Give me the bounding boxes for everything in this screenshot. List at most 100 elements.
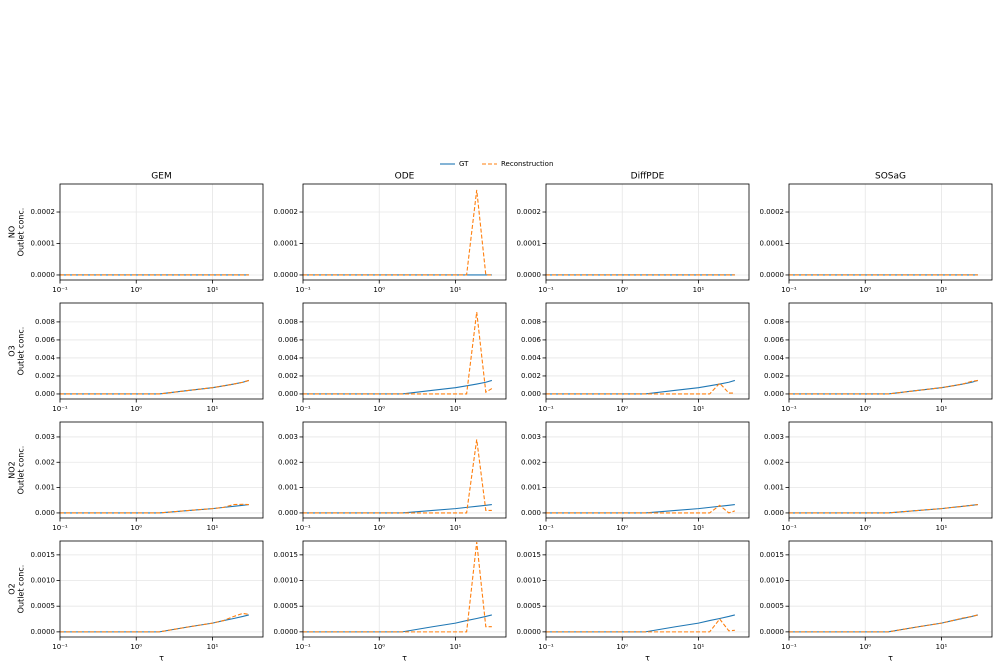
y-tick-label: 0.004 <box>278 354 299 362</box>
series-line <box>789 504 978 514</box>
x-tick-label: 10⁻¹ <box>538 286 554 294</box>
y-tick-label: 0.0005 <box>760 602 785 610</box>
x-tick-label: 10¹ <box>936 286 948 294</box>
x-tick-label: 10¹ <box>693 286 705 294</box>
y-tick-label: 0.006 <box>35 336 56 344</box>
y-tick-label: 0.002 <box>521 458 541 466</box>
subplot-title: SOSaG <box>875 172 906 182</box>
y-axis-label: O2 <box>8 583 17 594</box>
y-tick-label: 0.002 <box>35 458 55 466</box>
y-axis-label: Outlet conc. <box>17 446 26 495</box>
subplot-title: GEM <box>151 172 171 182</box>
y-axis-label: NO <box>8 226 17 238</box>
x-tick-label: 10¹ <box>693 524 705 532</box>
plot-frame <box>788 302 993 400</box>
x-tick-label: 10⁻¹ <box>295 643 311 651</box>
y-tick-label: 0.002 <box>35 372 55 380</box>
y-tick-label: 0.0015 <box>760 551 785 559</box>
x-tick-label: 10⁰ <box>859 405 871 413</box>
x-tick-label: 10¹ <box>693 405 705 413</box>
plot-frame <box>302 540 507 638</box>
series-line <box>546 504 735 514</box>
x-tick-label: 10⁻¹ <box>52 524 68 532</box>
y-tick-label: 0.003 <box>35 433 55 441</box>
plot-frame <box>788 421 993 519</box>
y-tick-label: 0.001 <box>764 484 784 492</box>
y-tick-label: 0.008 <box>278 318 298 326</box>
y-tick-label: 0.0002 <box>31 208 56 216</box>
y-axis-label: O3 <box>8 345 17 356</box>
series-line <box>546 614 735 633</box>
x-tick-label: 10⁰ <box>859 286 871 294</box>
y-tick-label: 0.003 <box>521 433 541 441</box>
x-tick-label: 10⁻¹ <box>781 524 797 532</box>
series-line <box>303 379 493 395</box>
series-line <box>60 614 249 633</box>
x-tick-label: 10⁰ <box>616 643 628 651</box>
y-tick-label: 0.000 <box>35 509 55 517</box>
y-tick-label: 0.0000 <box>760 628 785 636</box>
x-tick-label: 10¹ <box>936 405 948 413</box>
x-tick-label: 10¹ <box>936 524 948 532</box>
y-tick-label: 0.0015 <box>517 551 542 559</box>
plot-frame <box>59 540 264 638</box>
x-tick-label: 10⁰ <box>373 286 385 294</box>
y-tick-label: 0.004 <box>35 354 56 362</box>
series-line <box>60 612 249 633</box>
series-line <box>789 379 978 395</box>
y-tick-label: 0.003 <box>764 433 784 441</box>
series-line <box>60 503 249 514</box>
y-tick-label: 0.0000 <box>760 271 785 279</box>
y-tick-label: 0.006 <box>764 336 785 344</box>
x-tick-label: 10⁻¹ <box>781 643 797 651</box>
y-tick-label: 0.000 <box>35 390 55 398</box>
x-tick-label: 10⁰ <box>130 405 142 413</box>
series-line <box>546 379 736 395</box>
y-tick-label: 0.0000 <box>517 628 542 636</box>
y-tick-label: 0.008 <box>521 318 541 326</box>
x-tick-label: 10⁰ <box>373 524 385 532</box>
y-tick-label: 0.0010 <box>31 577 56 585</box>
plot-frame <box>302 421 507 519</box>
series-line <box>60 379 250 395</box>
x-tick-label: 10¹ <box>450 286 462 294</box>
y-tick-label: 0.0001 <box>517 239 542 247</box>
x-tick-label: 10⁻¹ <box>781 286 797 294</box>
y-tick-label: 0.001 <box>521 484 541 492</box>
x-tick-label: 10⁻¹ <box>538 524 554 532</box>
x-tick-label: 10¹ <box>207 643 219 651</box>
x-tick-label: 10⁰ <box>130 286 142 294</box>
x-tick-label: 10⁰ <box>616 405 628 413</box>
y-tick-label: 0.000 <box>521 509 541 517</box>
series-line <box>789 614 978 633</box>
y-tick-label: 0.001 <box>278 484 298 492</box>
y-tick-label: 0.0010 <box>274 577 299 585</box>
plot-frame <box>302 183 507 281</box>
y-tick-label: 0.0015 <box>31 551 56 559</box>
y-tick-label: 0.000 <box>278 390 298 398</box>
x-tick-label: 10¹ <box>936 643 948 651</box>
y-tick-label: 0.002 <box>278 372 298 380</box>
x-tick-label: 10⁻¹ <box>781 405 797 413</box>
series-line <box>303 504 492 514</box>
x-tick-label: 10¹ <box>207 286 219 294</box>
y-tick-label: 0.004 <box>764 354 785 362</box>
plot-frame <box>545 540 750 638</box>
y-tick-label: 0.006 <box>521 336 542 344</box>
x-tick-label: 10⁻¹ <box>538 405 554 413</box>
y-tick-label: 0.008 <box>764 318 784 326</box>
x-tick-label: 10⁻¹ <box>52 286 68 294</box>
series-line <box>789 504 978 514</box>
y-tick-label: 0.0000 <box>31 628 56 636</box>
series-line <box>303 614 492 633</box>
series-line <box>303 311 493 395</box>
series-line <box>789 614 978 633</box>
x-tick-label: 10⁰ <box>130 643 142 651</box>
x-tick-label: 10¹ <box>693 643 705 651</box>
series-line <box>303 541 492 633</box>
y-tick-label: 0.0000 <box>274 271 299 279</box>
x-tick-label: 10⁻¹ <box>295 286 311 294</box>
x-tick-label: 10⁻¹ <box>52 643 68 651</box>
series-line <box>546 382 735 395</box>
series-line <box>60 379 250 395</box>
